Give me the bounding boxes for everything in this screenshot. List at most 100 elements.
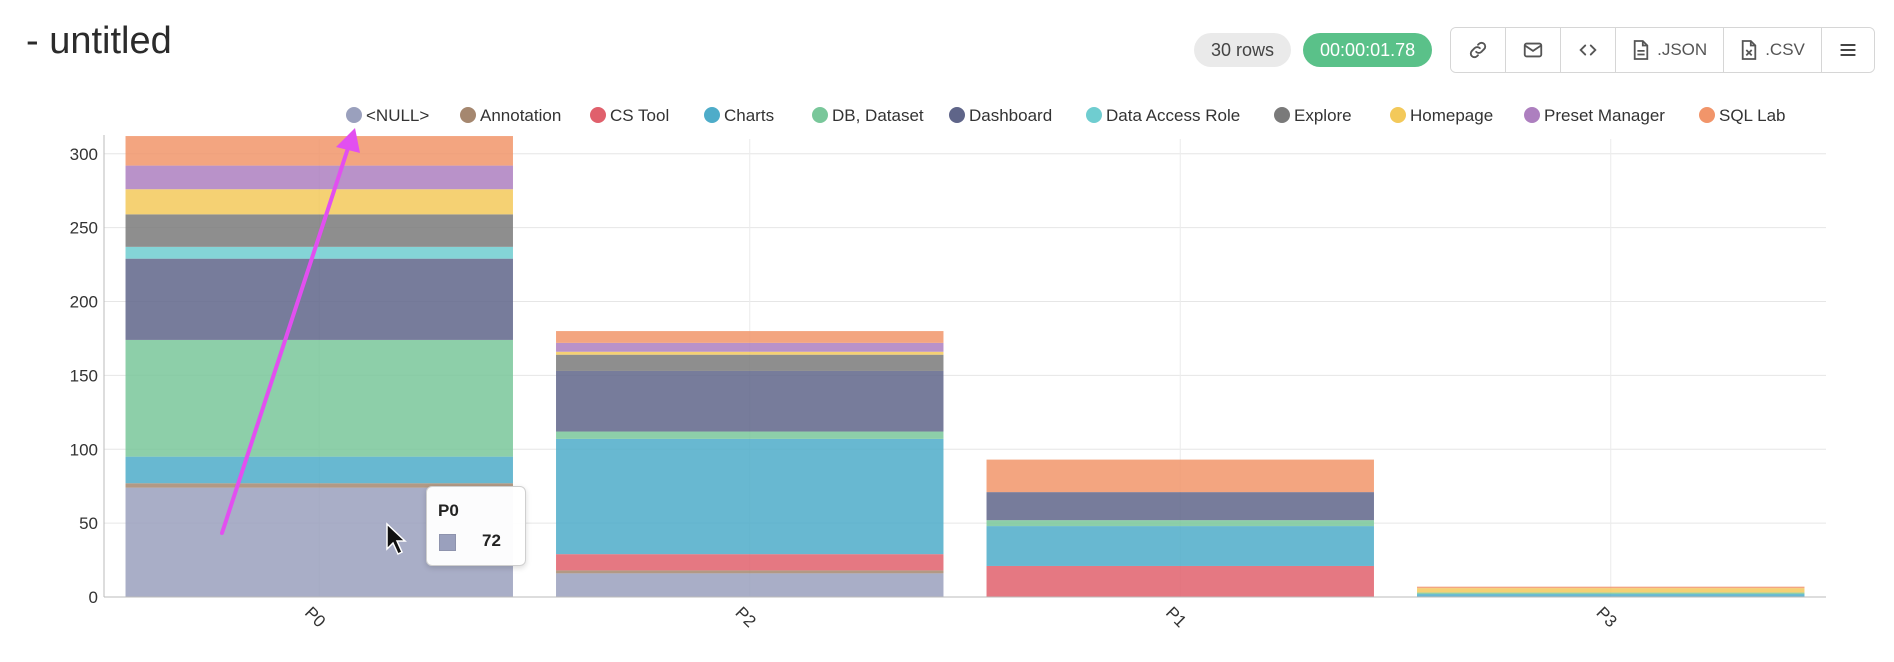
y-tick-label: 0 xyxy=(89,588,98,607)
bar-segment-p0-dashboard[interactable] xyxy=(125,258,513,340)
bar-segment-p0-charts[interactable] xyxy=(125,456,513,484)
bar-segment-p2-db-dataset[interactable] xyxy=(556,431,944,439)
x-tick-label: P2 xyxy=(732,603,760,631)
legend-item[interactable]: Preset Manager xyxy=(1524,106,1665,125)
y-tick-label: 300 xyxy=(70,145,98,164)
legend-label: Charts xyxy=(724,106,774,125)
export-csv-label: .CSV xyxy=(1765,40,1805,59)
link-icon xyxy=(1470,41,1487,59)
y-tick-label: 250 xyxy=(70,219,98,238)
chart-bars xyxy=(125,136,1805,597)
legend-item[interactable]: Explore xyxy=(1274,106,1352,125)
bar-segment-p2-homepage[interactable] xyxy=(556,351,944,355)
legend-marker xyxy=(1086,107,1102,123)
legend-label: Explore xyxy=(1294,106,1352,125)
bar-segment-p2-annotation[interactable] xyxy=(556,570,944,574)
legend-marker xyxy=(704,107,720,123)
bar-segment-p1-charts[interactable] xyxy=(986,526,1374,566)
bar-segment-p2-explore[interactable] xyxy=(556,354,944,371)
legend-item[interactable]: DB, Dataset xyxy=(812,106,924,125)
export-json-button[interactable]: .JSON xyxy=(1616,28,1725,72)
chart-tooltip: P0 72 xyxy=(426,486,526,566)
bar-segment-p1-sql-lab[interactable] xyxy=(986,459,1374,493)
share-email-button[interactable] xyxy=(1506,28,1562,72)
bar-segment-p2-dashboard[interactable] xyxy=(556,370,944,432)
annotation-overlay xyxy=(220,128,407,556)
legend-label: DB, Dataset xyxy=(832,106,924,125)
bar-segment-p3-sql-lab[interactable] xyxy=(1417,586,1805,589)
export-json-label: .JSON xyxy=(1657,40,1708,59)
legend-marker xyxy=(1274,107,1290,123)
legend-marker xyxy=(1699,107,1715,123)
legend-item[interactable]: CS Tool xyxy=(590,106,669,125)
legend-marker xyxy=(1390,107,1406,123)
annotation-arrow-line xyxy=(220,140,352,535)
legend-item[interactable]: Data Access Role xyxy=(1086,106,1240,125)
tooltip-value: 72 xyxy=(482,531,501,550)
legend-item[interactable]: <NULL> xyxy=(346,106,429,125)
legend-marker xyxy=(346,107,362,123)
action-button-group: .JSON .CSV xyxy=(1450,27,1875,73)
more-menu-button[interactable] xyxy=(1821,28,1874,72)
bar-segment-p3-db-dataset[interactable] xyxy=(1417,592,1805,595)
bar-segment-p3-charts[interactable] xyxy=(1417,594,1805,597)
legend-label: Annotation xyxy=(480,106,561,125)
chart-legend: <NULL> Annotation CS Tool Charts DB, Dataset… xyxy=(346,106,1785,125)
row-count-badge: 30 rows xyxy=(1194,33,1292,67)
mouse-cursor-icon xyxy=(386,522,407,556)
tooltip-title: P0 xyxy=(438,501,459,520)
bar-segment-p1-db-dataset[interactable] xyxy=(986,520,1374,527)
legend-item[interactable]: Charts xyxy=(704,106,774,125)
legend-label: CS Tool xyxy=(610,106,669,125)
bar-segment-p2-cs-tool[interactable] xyxy=(556,554,944,571)
legend-item[interactable]: SQL Lab xyxy=(1699,106,1785,125)
x-tick-label: P0 xyxy=(301,603,329,631)
legend-marker xyxy=(1524,107,1540,123)
mail-icon xyxy=(1523,42,1543,58)
export-csv-button[interactable]: .CSV xyxy=(1724,28,1822,72)
x-tick-label: P1 xyxy=(1162,603,1190,631)
bar-segment-p0-sql-lab[interactable] xyxy=(125,136,513,166)
code-icon xyxy=(1579,44,1597,56)
legend-label: Data Access Role xyxy=(1106,106,1240,125)
bar-segment-p0-annotation[interactable] xyxy=(125,483,513,488)
bar-segment-p2-preset-manager[interactable] xyxy=(556,342,944,352)
bar-segment-p0-data-access-role[interactable] xyxy=(125,246,513,259)
query-timer-badge: 00:00:01.78 xyxy=(1303,33,1433,67)
bar-segment-p1-dashboard[interactable] xyxy=(986,492,1374,521)
annotation-arrow-head xyxy=(336,128,360,153)
legend-label: SQL Lab xyxy=(1719,106,1785,125)
y-tick-label: 200 xyxy=(70,293,98,312)
page-title: - untitled xyxy=(26,20,172,62)
tooltip-swatch xyxy=(439,534,456,551)
csv-file-icon xyxy=(1741,40,1757,60)
legend-label: <NULL> xyxy=(366,106,429,125)
toolbar: 30 rows 00:00:01.78 .JSON .CSV xyxy=(1194,27,1875,73)
x-tick-label: P3 xyxy=(1593,603,1621,631)
embed-code-button[interactable] xyxy=(1561,28,1617,72)
legend-item[interactable]: Annotation xyxy=(460,106,561,125)
legend-marker xyxy=(590,107,606,123)
legend-item[interactable]: Dashboard xyxy=(949,106,1052,125)
bar-segment-p0-homepage[interactable] xyxy=(125,189,513,215)
legend-marker xyxy=(812,107,828,123)
bar-segment-p1-cs-tool[interactable] xyxy=(986,565,1374,597)
y-tick-label: 150 xyxy=(70,366,98,385)
bar-segment-p0-db-dataset[interactable] xyxy=(125,339,513,457)
copy-link-button[interactable] xyxy=(1451,28,1507,72)
bar-segment-p2-sql-lab[interactable] xyxy=(556,331,944,343)
bar-segment-p2-null[interactable] xyxy=(556,573,944,597)
legend-label: Preset Manager xyxy=(1544,106,1665,125)
bar-segment-p2-charts[interactable] xyxy=(556,438,944,555)
y-tick-label: 100 xyxy=(70,440,98,459)
legend-label: Dashboard xyxy=(969,106,1052,125)
file-icon xyxy=(1633,40,1649,60)
legend-label: Homepage xyxy=(1410,106,1493,125)
legend-marker xyxy=(949,107,965,123)
legend-item[interactable]: Homepage xyxy=(1390,106,1493,125)
legend-marker xyxy=(460,107,476,123)
bar-segment-p0-preset-manager[interactable] xyxy=(125,165,513,190)
menu-icon xyxy=(1840,44,1856,56)
bar-segment-p3-homepage[interactable] xyxy=(1417,588,1805,593)
